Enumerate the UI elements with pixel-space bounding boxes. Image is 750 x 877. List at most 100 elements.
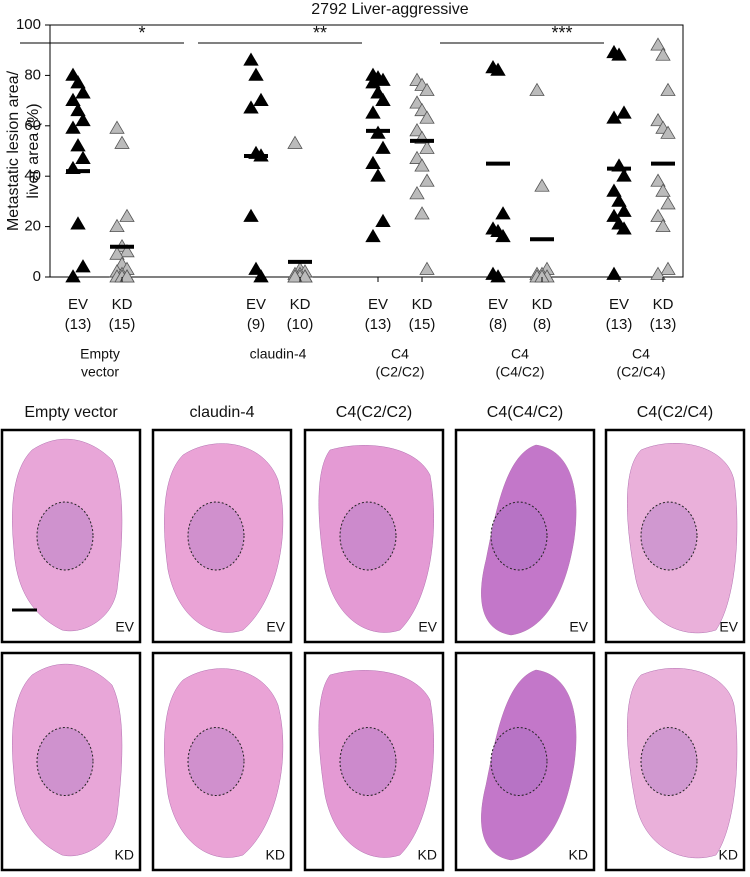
data-point (365, 105, 381, 119)
data-point (606, 110, 622, 124)
row-label: EV (418, 619, 437, 635)
liver-section (12, 663, 123, 857)
x-tick-count: (8) (533, 316, 551, 333)
liver-section (627, 443, 738, 634)
data-point (419, 261, 435, 275)
data-point (70, 102, 86, 117)
lesion-outline (187, 501, 245, 571)
data-point (75, 112, 91, 127)
data-point (655, 218, 671, 232)
data-point (414, 206, 430, 220)
data-point (650, 37, 666, 51)
data-point (616, 221, 632, 235)
liver-section (12, 438, 123, 632)
data-point (660, 125, 676, 139)
data-point (606, 183, 622, 197)
data-point (606, 208, 622, 222)
liver-section (164, 443, 284, 633)
group-label: C4 (511, 346, 529, 362)
x-tick-label: EV (68, 296, 88, 313)
data-point (409, 150, 425, 164)
x-tick-count: (9) (247, 316, 265, 333)
data-point (660, 261, 676, 275)
data-point (365, 228, 381, 243)
x-tick-label: KD (532, 296, 553, 313)
data-point (287, 269, 303, 283)
data-point (109, 218, 125, 232)
data-point (248, 261, 264, 275)
panel-title: Empty vector (24, 404, 118, 421)
data-point (109, 246, 125, 260)
group-label: (C2/C2) (375, 364, 424, 380)
data-point (375, 92, 391, 106)
data-point (611, 193, 627, 207)
data-point (409, 123, 425, 137)
y-tick-label: 100 (16, 16, 41, 33)
row-label: EV (266, 619, 285, 635)
lesion-outline (187, 727, 245, 796)
data-point (287, 135, 303, 149)
panel-title: C4(C2/C4) (637, 404, 713, 421)
group-label: Empty (80, 346, 120, 362)
data-point (119, 208, 135, 222)
lesion-outline (640, 501, 698, 571)
data-point (70, 216, 86, 230)
data-point (414, 102, 430, 117)
x-tick-label: EV (368, 296, 388, 313)
data-point (370, 85, 386, 99)
x-tick-label: EV (246, 296, 266, 313)
data-point (655, 183, 671, 197)
data-point (119, 244, 135, 258)
lesion-outline (339, 727, 397, 796)
lesion-outline (339, 501, 397, 571)
group-label: C4 (391, 346, 409, 362)
data-point (650, 266, 666, 280)
data-point (409, 95, 425, 109)
data-point (611, 47, 627, 61)
x-tick-label: KD (290, 296, 311, 313)
chart-title: 2792 Liver-aggressive (311, 1, 469, 18)
data-point (114, 135, 130, 149)
panel-title: C4(C2/C2) (336, 404, 412, 421)
data-point (65, 92, 81, 106)
x-tick-label: EV (609, 296, 629, 313)
data-point (616, 105, 632, 119)
data-point (616, 203, 632, 217)
data-point (365, 155, 381, 169)
row-label: KD (719, 847, 738, 863)
lesion-outline (490, 501, 548, 571)
x-tick-count: (10) (287, 316, 314, 333)
data-point (414, 158, 430, 172)
significance-label: *** (551, 23, 572, 43)
data-point (419, 140, 435, 154)
x-tick-count: (15) (109, 316, 136, 333)
data-point (65, 120, 81, 134)
y-tick-label: 60 (24, 117, 41, 134)
data-point (75, 259, 91, 273)
liver-section (481, 444, 577, 636)
row-label: KD (418, 847, 437, 863)
x-tick-label: KD (412, 296, 433, 313)
data-point (370, 168, 386, 182)
data-point (248, 67, 264, 81)
x-tick-count: (15) (409, 316, 436, 333)
data-point (529, 82, 545, 96)
data-point (490, 62, 506, 76)
lesion-outline (36, 727, 94, 796)
y-tick-label: 0 (33, 268, 41, 285)
data-point (655, 47, 671, 61)
group-label: (C4/C2) (495, 364, 544, 380)
x-tick-label: EV (488, 296, 508, 313)
y-tick-label: 20 (24, 218, 41, 235)
group-label: (C2/C4) (616, 364, 665, 380)
data-point (375, 72, 391, 86)
row-label: KD (115, 847, 134, 863)
y-tick-label: 80 (24, 66, 41, 83)
x-tick-label: KD (653, 296, 674, 313)
data-point (375, 213, 391, 227)
row-label: EV (719, 619, 738, 635)
liver-section (627, 668, 738, 859)
x-tick-count: (8) (489, 316, 507, 333)
data-point (606, 266, 622, 280)
